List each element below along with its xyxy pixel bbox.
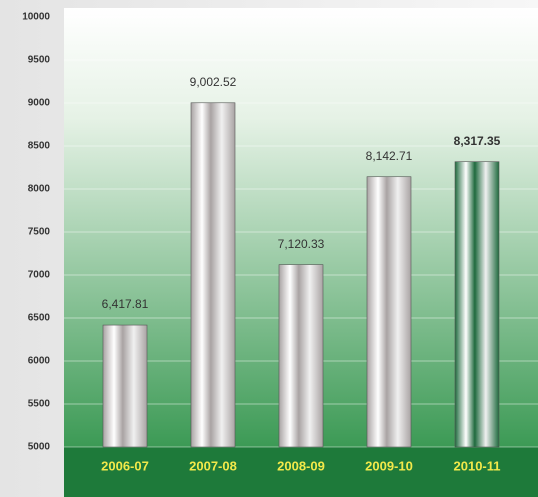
y-tick-label: 8500 [28,141,51,152]
category-band [64,447,538,497]
y-tick-label: 6000 [28,356,51,367]
y-tick-label: 5500 [28,399,51,410]
x-tick-label: 2008-09 [277,458,325,473]
y-tick-label: 10000 [22,12,50,23]
x-tick-label: 2006-07 [101,458,149,473]
value-label: 8,317.35 [454,134,501,148]
y-tick-label: 7500 [28,227,51,238]
y-tick-label: 9500 [28,55,51,66]
value-label: 9,002.52 [190,75,237,89]
bar [278,264,324,448]
y-tick-label: 6500 [28,313,51,324]
bar [366,176,412,448]
y-tick-label: 5000 [28,442,51,453]
bar [102,324,148,448]
bar [454,161,500,448]
x-tick-label: 2010-11 [454,458,501,473]
value-label: 7,120.33 [278,237,325,251]
value-label: 6,417.81 [102,297,149,311]
y-tick-label: 9000 [28,98,51,109]
x-tick-label: 2007-08 [189,458,237,473]
bar [190,102,236,448]
y-tick-label: 8000 [28,184,51,195]
x-tick-label: 2009-10 [365,458,413,473]
value-label: 8,142.71 [366,149,413,163]
y-tick-label: 7000 [28,270,51,281]
